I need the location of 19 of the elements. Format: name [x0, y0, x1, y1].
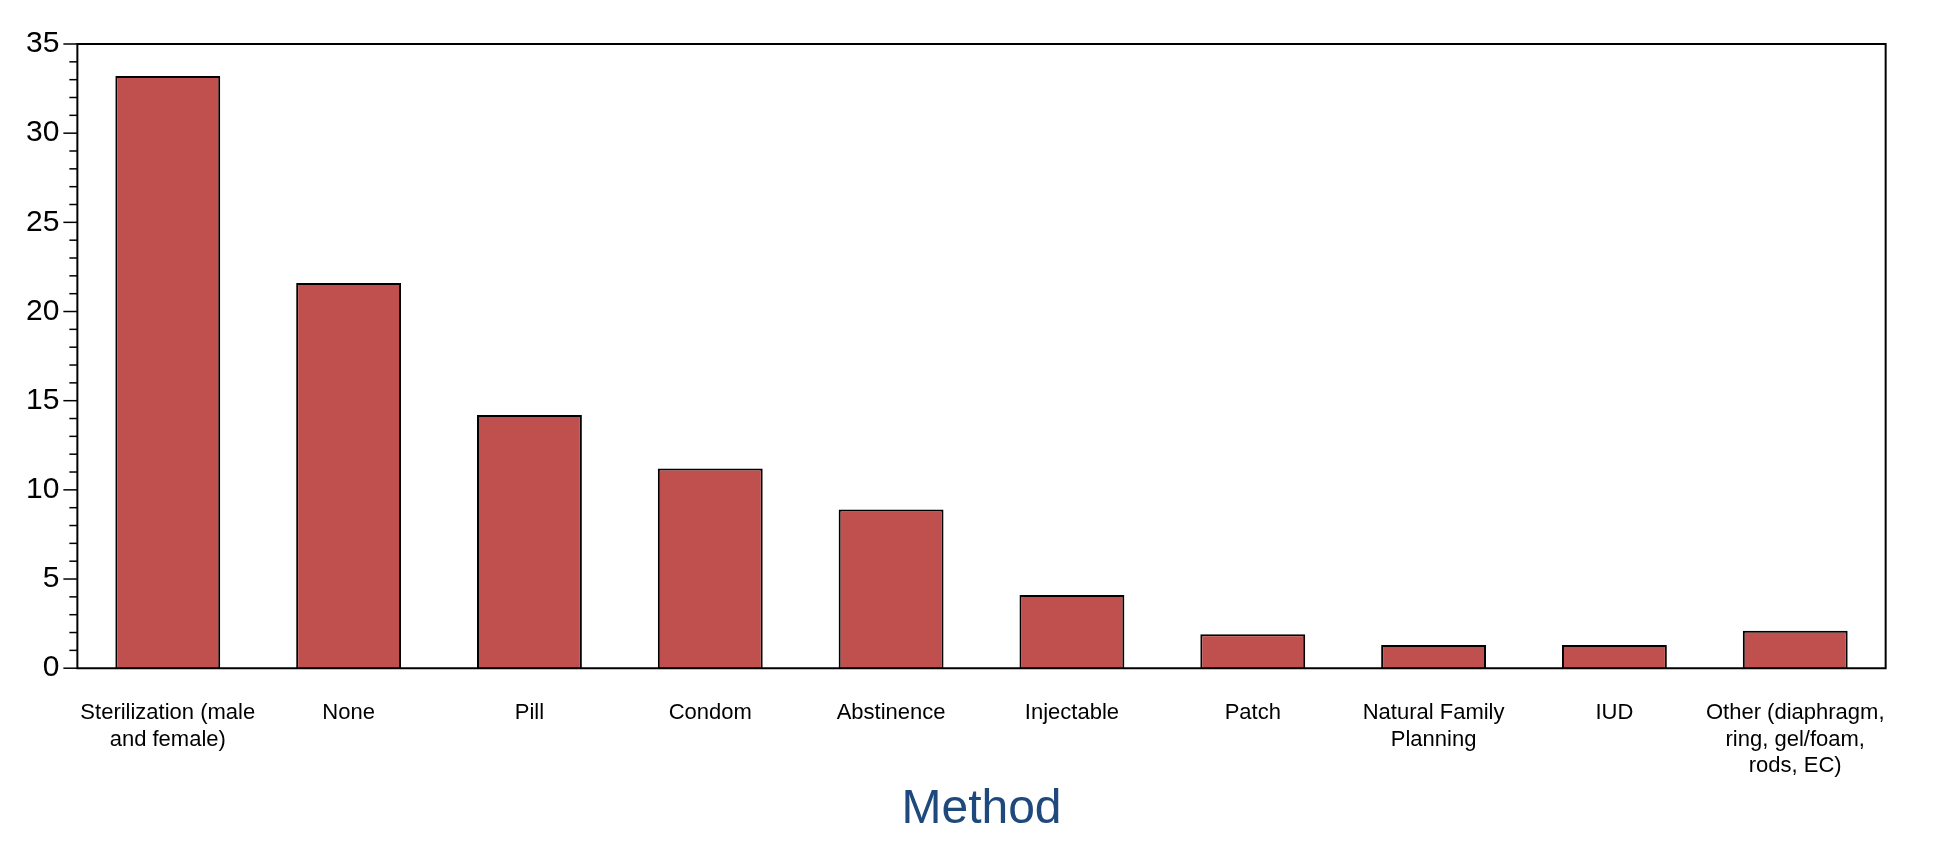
x-axis-title: Method — [901, 780, 1062, 834]
x-tick-label: Natural Family Planning — [1362, 699, 1505, 751]
y-tick-label: 25 — [25, 203, 60, 237]
x-tick-label: Condom — [668, 699, 752, 725]
x-tick-label: Injectable — [1024, 699, 1120, 725]
y-tick-label: 5 — [42, 560, 60, 594]
x-tick-label: Sterilization (male and female) — [80, 699, 256, 751]
y-tick-label: 0 — [42, 649, 60, 683]
x-tick-label: Pill — [514, 699, 545, 725]
y-tick-label: 35 — [25, 25, 60, 59]
y-tick-label: 15 — [25, 381, 60, 415]
x-tick-label: IUD — [1595, 699, 1634, 725]
y-tick-label: 20 — [25, 292, 60, 326]
y-tick-label: 10 — [25, 471, 60, 505]
x-tick-label: Abstinence — [836, 699, 946, 725]
x-tick-label: None — [322, 699, 375, 725]
y-tick-label: 30 — [25, 114, 60, 148]
x-tick-label: Patch — [1224, 699, 1281, 725]
x-tick-label: Other (diaphragm, ring, gel/foam, rods, EC) — [1705, 699, 1885, 778]
